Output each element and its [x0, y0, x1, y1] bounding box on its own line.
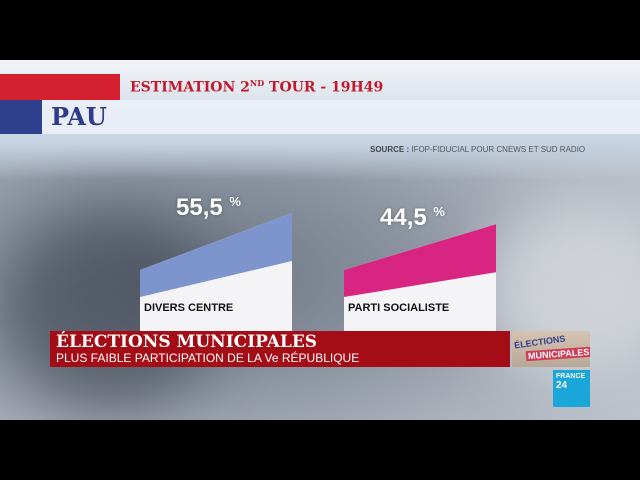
value-label-0: 55,5 %: [176, 194, 241, 221]
value-label-1: 44,5 %: [380, 204, 445, 231]
source-text: IFOP-FIDUCIAL POUR CNEWS ET SUD RADIO: [409, 145, 586, 154]
bar-0: [140, 213, 292, 297]
elections-thumbnail: ÉLECTIONS MUNICIPALES: [512, 331, 590, 367]
logo-line1: FRANCE: [556, 373, 586, 380]
header-red-band: [0, 74, 120, 100]
news-banner: ÉLECTIONS MUNICIPALES PLUS FAIBLE PARTIC…: [50, 331, 510, 367]
thumb-line2: MUNICIPALES: [525, 346, 590, 362]
source-label: SOURCE :: [370, 145, 410, 154]
france24-logo: FRANCE 24: [553, 370, 590, 407]
header-blue-block: [0, 100, 42, 134]
banner-subtitle: PLUS FAIBLE PARTICIPATION DE LA Ve RÉPUB…: [56, 351, 360, 365]
header-white-band: [42, 100, 640, 134]
source-note: SOURCE : IFOP-FIDUCIAL POUR CNEWS ET SUD…: [370, 145, 585, 154]
category-label-0: DIVERS CENTRE: [144, 302, 234, 314]
estimation-title: ESTIMATION 2ND TOUR - 19H49: [130, 78, 383, 96]
broadcast-frame: ESTIMATION 2ND TOUR - 19H49 PAU SOURCE :…: [0, 60, 640, 420]
title-main: ESTIMATION 2: [130, 79, 250, 96]
bar-chart: [140, 213, 496, 331]
bar-1: [344, 224, 496, 297]
category-label-1: PARTI SOCIALISTE: [348, 302, 450, 314]
title-rest: TOUR - 19H49: [264, 79, 384, 96]
logo-line2: 24: [556, 380, 568, 391]
banner-title: ÉLECTIONS MUNICIPALES: [56, 332, 318, 352]
title-sup: ND: [249, 78, 265, 88]
city-name: PAU: [51, 102, 107, 131]
